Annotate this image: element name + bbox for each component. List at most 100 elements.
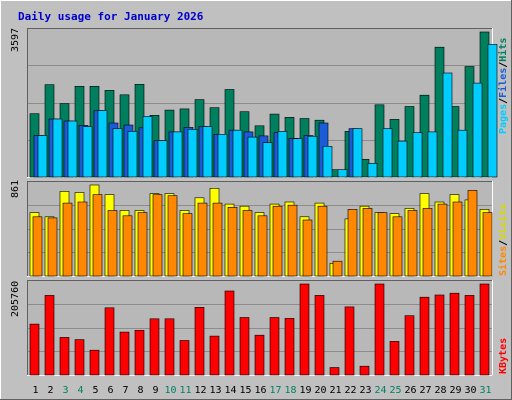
- kbytes-bar: [44, 295, 55, 376]
- x-tick-label: 21: [329, 385, 341, 396]
- pages-bar: [487, 44, 498, 178]
- sites-bar: [332, 260, 343, 277]
- kbytes-panel: [27, 280, 493, 376]
- kbytes-bar: [59, 337, 70, 376]
- legend-sep-1: /: [498, 98, 509, 104]
- sites-bar: [197, 202, 208, 277]
- pages-bar: [442, 72, 453, 178]
- legend-sites: Sites: [497, 246, 509, 276]
- x-tick-label: 30: [464, 385, 476, 396]
- kbytes-bar: [89, 349, 100, 376]
- pages-bar: [367, 163, 378, 178]
- sites-bar: [257, 215, 268, 277]
- sites-bar: [347, 209, 358, 277]
- pages-bar: [52, 118, 63, 178]
- pages-bar: [67, 120, 78, 178]
- hits-files-pages-panel: [27, 28, 498, 178]
- kbytes-bar: [149, 318, 160, 376]
- x-tick-label: 24: [374, 385, 386, 396]
- x-tick-label: 28: [434, 385, 446, 396]
- x-tick-label: 23: [359, 385, 371, 396]
- kbytes-bar: [209, 335, 220, 376]
- kbytes-bar: [224, 290, 235, 376]
- legend-sep-2: /: [498, 62, 509, 68]
- kbytes-bar: [74, 339, 85, 376]
- pages-bar: [382, 128, 393, 178]
- kbytes-bar: [449, 292, 460, 376]
- kbytes-bar: [239, 317, 250, 376]
- pages-bar: [322, 146, 333, 178]
- x-tick-label: 25: [389, 385, 401, 396]
- kbytes-bar: [179, 340, 190, 376]
- visits-panel-legend: Sites/Visits: [497, 204, 509, 276]
- kbytes-bar: [374, 283, 385, 376]
- x-tick-label: 10: [164, 385, 176, 396]
- x-tick-label: 16: [254, 385, 266, 396]
- kbytes-bar: [29, 323, 40, 376]
- sites-bar: [362, 208, 373, 277]
- sites-bar: [482, 212, 493, 277]
- sites-bar: [182, 213, 193, 277]
- kbytes-bar: [194, 306, 205, 376]
- kbytes-bar: [344, 306, 355, 376]
- sites-bar: [377, 212, 388, 277]
- sites-bar: [92, 194, 103, 277]
- pages-bar: [127, 131, 138, 178]
- x-axis-day-labels: 1 2 3 4 5 6 7 8 9 10 11 12 13 14 15 16 17 18 19 20 21 22 23 24 2…: [32, 385, 491, 396]
- x-tick-label: 4: [77, 385, 83, 396]
- hits-panel-legend: Pages/Files/Hits: [497, 38, 509, 134]
- sites-bar: [212, 202, 223, 277]
- sites-bar: [107, 210, 118, 277]
- x-tick-label: 3: [62, 385, 68, 396]
- pages-bar: [187, 129, 198, 178]
- pages-bar: [262, 142, 273, 178]
- sites-bar: [47, 217, 58, 277]
- kbytes-bar: [164, 318, 175, 376]
- x-tick-label: 19: [299, 385, 311, 396]
- sites-bar: [227, 207, 238, 277]
- pages-bar: [217, 134, 228, 178]
- sites-bar: [242, 210, 253, 277]
- pages-bar: [232, 129, 243, 178]
- pages-bar: [82, 126, 93, 178]
- sites-bar: [137, 212, 148, 277]
- pages-bar: [172, 131, 183, 178]
- kbytes-bar: [299, 283, 310, 376]
- kbytes-bar: [359, 365, 370, 376]
- x-tick-label: 20: [314, 385, 326, 396]
- legend-visits: Visits: [497, 204, 509, 240]
- x-tick-label: 2: [47, 385, 53, 396]
- visits-panel-max-label: 861: [10, 180, 21, 198]
- kbytes-bar: [479, 283, 490, 376]
- x-tick-label: 12: [194, 385, 206, 396]
- x-tick-label: 22: [344, 385, 356, 396]
- kbytes-bar: [119, 331, 130, 376]
- chart-title: Daily usage for January 2026: [18, 10, 204, 23]
- kbytes-bar: [419, 296, 430, 376]
- pages-bar: [37, 135, 48, 178]
- sites-bar: [422, 208, 433, 277]
- x-tick-label: 9: [152, 385, 158, 396]
- kbytes-bar: [269, 317, 280, 376]
- x-tick-label: 17: [269, 385, 281, 396]
- kbytes-bar: [329, 367, 340, 376]
- pages-bar: [202, 126, 213, 178]
- pages-bar: [112, 128, 123, 178]
- x-tick-label: 29: [449, 385, 461, 396]
- pages-bar: [352, 128, 363, 178]
- sites-bar: [407, 210, 418, 277]
- kbytes-bar: [404, 315, 415, 376]
- sites-bar: [467, 190, 478, 277]
- x-tick-label: 13: [209, 385, 221, 396]
- x-tick-label: 26: [404, 385, 416, 396]
- x-tick-label: 31: [479, 385, 491, 396]
- pages-bar: [142, 116, 153, 178]
- sites-bar: [62, 202, 73, 277]
- sites-bar: [152, 194, 163, 277]
- x-tick-label: 11: [179, 385, 191, 396]
- sites-bar: [32, 216, 43, 277]
- legend-kbytes: KBytes: [498, 338, 509, 374]
- kbytes-bar: [254, 334, 265, 376]
- legend-pages: Pages: [498, 104, 509, 134]
- legend-files: Files: [497, 68, 509, 98]
